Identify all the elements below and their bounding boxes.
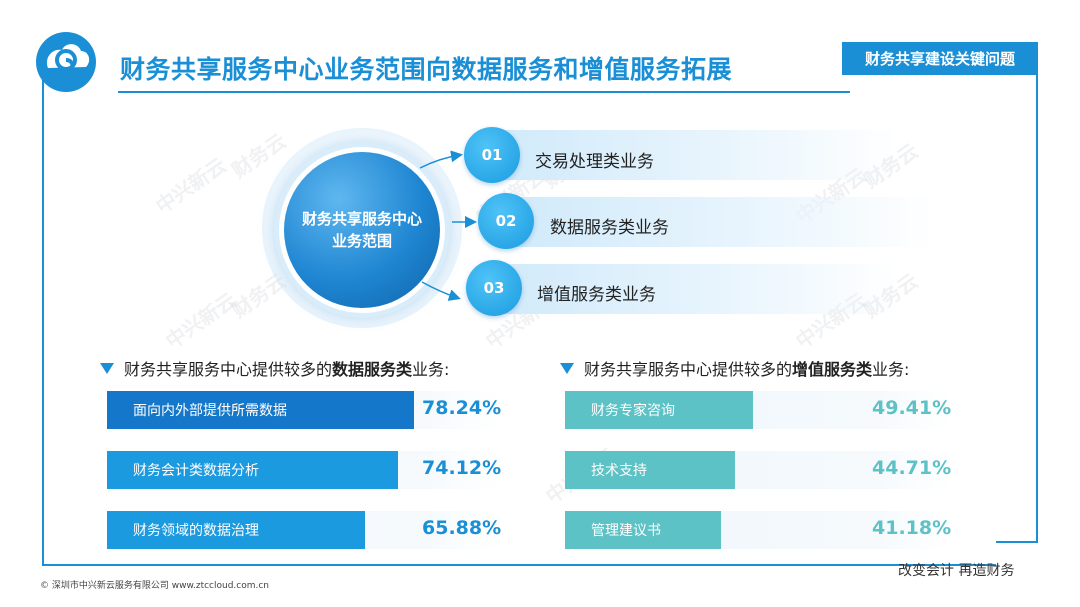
item-number-02: 02 <box>478 193 534 249</box>
heading-prefix: 财务共享服务中心提供较多的 <box>584 360 793 379</box>
bar-value: 74.12% <box>422 457 502 479</box>
topic-tag: 财务共享建设关键问题 <box>842 42 1038 74</box>
frame-left-line <box>42 70 44 565</box>
item-number-01: 01 <box>464 127 520 183</box>
bar-label: 财务会计类数据分析 <box>133 463 259 479</box>
bar-value: 65.88% <box>422 517 502 539</box>
hub-circle: 财务共享服务中心 业务范围 <box>284 152 440 308</box>
header-underline <box>118 91 850 93</box>
item-label-03: 增值服务类业务 <box>537 285 656 305</box>
footer-slogan: 改变会计 再造财务 <box>898 563 1015 579</box>
bar-value: 78.24% <box>422 397 502 419</box>
hub-label-line2: 业务范围 <box>331 232 392 250</box>
frame-bottom-line <box>42 564 996 566</box>
frame-right-hook-line <box>996 541 1038 543</box>
triangle-down-icon <box>560 362 574 374</box>
watermark: 中兴新云 <box>161 287 241 354</box>
item-label-01: 交易处理类业务 <box>535 152 654 172</box>
heading-bold: 增值服务类 <box>792 360 873 379</box>
bar-label: 财务领域的数据治理 <box>133 523 259 539</box>
item-band-01 <box>480 130 900 180</box>
hub-label-line1: 财务共享服务中心 <box>301 210 422 228</box>
item-band-02 <box>495 197 935 247</box>
triangle-down-icon <box>100 362 114 374</box>
bar-value: 41.18% <box>872 517 952 539</box>
bar-label: 技术支持 <box>591 463 647 479</box>
bar-fill: 管理建议书 <box>565 511 721 549</box>
bar-fill: 财务会计类数据分析 <box>107 451 398 489</box>
heading-suffix: 业务: <box>412 360 450 379</box>
bar-label: 面向内外部提供所需数据 <box>133 403 287 419</box>
frame-right-line <box>1036 70 1038 542</box>
item-number-03: 03 <box>466 260 522 316</box>
item-band-03 <box>480 264 900 314</box>
bar-fill: 面向内外部提供所需数据 <box>107 391 414 429</box>
watermark: 中兴新云 <box>151 152 231 219</box>
left-section-heading: 财务共享服务中心提供较多的 数据服务类 业务: <box>100 356 449 380</box>
footer-copyright: © 深圳市中兴新云服务有限公司 www.ztccloud.com.cn <box>40 581 270 591</box>
page-title: 财务共享服务中心业务范围向数据服务和增值服务拓展 <box>120 55 733 84</box>
bar-fill: 财务领域的数据治理 <box>107 511 365 549</box>
heading-prefix: 财务共享服务中心提供较多的 <box>124 360 333 379</box>
topic-tag-underline <box>842 74 1038 75</box>
bar-value: 49.41% <box>872 397 952 419</box>
heading-bold: 数据服务类 <box>332 360 413 379</box>
right-section-heading: 财务共享服务中心提供较多的 增值服务类 业务: <box>560 356 909 380</box>
bar-label: 管理建议书 <box>591 523 661 539</box>
bar-label: 财务专家咨询 <box>591 403 675 419</box>
item-label-02: 数据服务类业务 <box>550 218 669 238</box>
bar-value: 44.71% <box>872 457 952 479</box>
bar-fill: 技术支持 <box>565 451 735 489</box>
brand-logo-icon <box>36 32 96 92</box>
heading-suffix: 业务: <box>872 360 910 379</box>
bar-fill: 财务专家咨询 <box>565 391 753 429</box>
